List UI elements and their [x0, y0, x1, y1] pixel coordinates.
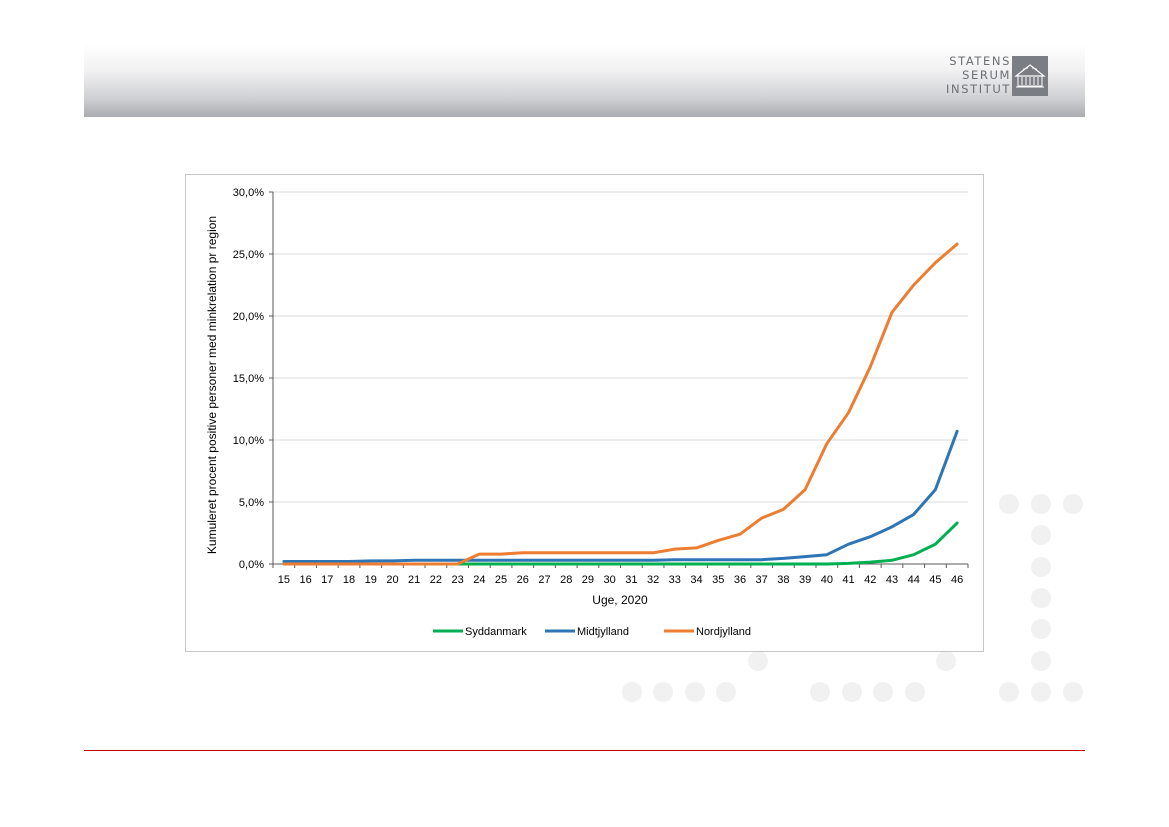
x-tick-label: 18: [343, 574, 355, 586]
x-tick-label: 38: [777, 574, 789, 586]
x-tick-label: 41: [842, 574, 854, 586]
x-tick-label: 22: [430, 574, 442, 586]
x-tick-label: 42: [864, 574, 876, 586]
logo-line-1: STATENS: [949, 54, 1011, 68]
y-tick-label: 25,0%: [233, 249, 264, 261]
y-tick-label: 30,0%: [233, 187, 264, 199]
legend-label: Midtjylland: [577, 626, 629, 638]
x-tick-label: 26: [517, 574, 529, 586]
x-tick-label: 25: [495, 574, 507, 586]
line-chart: 0,0% 5,0% 10,0% 15,0% 20,0% 25,0% 30,0% 15 16 17…: [205, 187, 969, 638]
header-band: [84, 44, 1085, 117]
x-tick-label: 27: [538, 574, 550, 586]
x-tick-label: 39: [799, 574, 811, 586]
series-line-syddanmark: [282, 521, 959, 566]
y-tick-label: 15,0%: [233, 373, 264, 385]
series-line-nordjylland: [282, 242, 959, 566]
x-tick-label: 33: [669, 574, 681, 586]
y-tick-label: 5,0%: [239, 497, 264, 509]
institute-logo-text: STATENS SERUM INSTITUT: [946, 54, 1011, 96]
y-tick-label: 0,0%: [239, 559, 264, 571]
x-axis-label: Uge, 2020: [592, 593, 648, 607]
building-emblem-icon: [1012, 56, 1048, 96]
y-tick-label: 10,0%: [233, 435, 264, 447]
x-tick-label: 43: [886, 574, 898, 586]
x-tick-label: 29: [582, 574, 594, 586]
legend-label: Nordjylland: [696, 626, 751, 638]
x-tick-label: 40: [821, 574, 833, 586]
logo-line-2: SERUM: [962, 68, 1011, 82]
x-tick-label: 24: [473, 574, 485, 586]
x-tick-label: 35: [712, 574, 724, 586]
x-tick-label: 36: [734, 574, 746, 586]
legend-label: Syddanmark: [465, 626, 527, 638]
x-tick-label: 44: [908, 574, 920, 586]
x-tick-label: 34: [690, 574, 702, 586]
x-tick-label: 20: [386, 574, 398, 586]
x-tick-label: 16: [299, 574, 311, 586]
footer-divider: [84, 750, 1085, 751]
y-tick-label: 20,0%: [233, 311, 264, 323]
y-axis-label: Kumuleret procent positive personer med …: [205, 216, 219, 554]
x-tick-label: 31: [625, 574, 637, 586]
x-tick-label: 23: [451, 574, 463, 586]
x-tick-label: 37: [756, 574, 768, 586]
x-tick-label: 28: [560, 574, 572, 586]
chart-frame: 0,0% 5,0% 10,0% 15,0% 20,0% 25,0% 30,0% 15 16 17…: [185, 174, 984, 652]
x-tick-label: 30: [604, 574, 616, 586]
x-tick-label: 19: [365, 574, 377, 586]
x-tick-label: 32: [647, 574, 659, 586]
logo-line-3: INSTITUT: [946, 82, 1011, 96]
x-tick-label: 17: [321, 574, 333, 586]
x-tick-label: 21: [408, 574, 420, 586]
x-tick-label: 45: [929, 574, 941, 586]
x-tick-label: 15: [278, 574, 290, 586]
series-line-midtjylland: [282, 429, 959, 563]
x-tick-label: 46: [951, 574, 963, 586]
